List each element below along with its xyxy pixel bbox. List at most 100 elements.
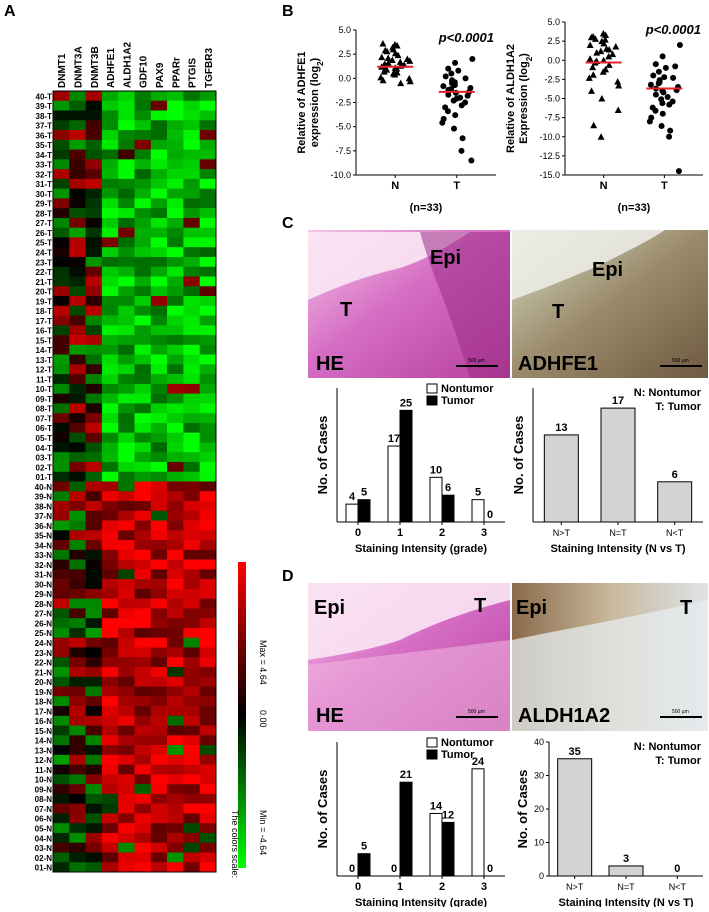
heatmap-cell: [183, 227, 200, 238]
heatmap-cell: [101, 169, 119, 180]
heatmap-cell: [69, 813, 86, 824]
heatmap-cell: [101, 657, 119, 668]
p-value: p<0.0001: [645, 22, 701, 37]
heatmap-cell: [53, 540, 70, 551]
heatmap-cell: [150, 188, 168, 199]
heatmap-cell: [101, 793, 119, 804]
heatmap-cell: [53, 286, 70, 297]
legend-label: Nontumor: [441, 737, 494, 749]
heatmap-row-label: 08-T: [36, 405, 53, 414]
heatmap-cell: [69, 657, 86, 668]
heatmap-cell: [134, 598, 152, 609]
heatmap-cell: [69, 364, 86, 375]
heatmap-cell: [134, 286, 152, 297]
point-n: [586, 41, 594, 48]
heatmap-cell: [53, 393, 70, 404]
bar-nontumor: [429, 476, 443, 523]
heatmap-cell: [85, 588, 103, 599]
heatmap-cell: [150, 208, 168, 219]
heatmap-cell: [69, 842, 86, 853]
point-n: [589, 33, 597, 40]
point-t: [650, 72, 657, 79]
heatmap-cell: [150, 540, 168, 551]
heatmap-cell: [183, 442, 200, 453]
heatmap-cell: [167, 266, 184, 277]
heatmap-cell: [183, 569, 200, 580]
heatmap-cell: [199, 823, 217, 834]
photo-c-he-epithelium: [420, 232, 510, 378]
point-t: [448, 85, 455, 92]
heatmap-cell: [134, 237, 152, 248]
heatmap-cell: [167, 247, 184, 258]
heatmap-row-label: 18-N: [35, 698, 53, 707]
heatmap-cell: [134, 618, 152, 629]
x-label: Staining Intensity (N vs T): [558, 897, 693, 907]
heatmap-cell: [118, 540, 135, 551]
y-tick-label: -5.0: [544, 94, 560, 104]
bar-tumor: [441, 494, 455, 523]
legend-swatch: [426, 749, 438, 760]
heatmap-column-label: ALDH1A2: [122, 41, 133, 88]
point-t: [462, 75, 469, 82]
heatmap-cell: [69, 403, 86, 414]
heatmap-cell: [101, 296, 119, 307]
heatmap-cell: [118, 286, 135, 297]
heatmap-row-label: 09-N: [35, 785, 53, 794]
heatmap-cell: [134, 735, 152, 746]
heatmap-cell: [134, 706, 152, 717]
heatmap-row-label: 04-N: [35, 834, 53, 843]
heatmap-cell: [134, 198, 152, 209]
point-t: [646, 118, 653, 125]
heatmap-cell: [150, 159, 168, 170]
heatmap-cell: [69, 696, 86, 707]
heatmap-cell: [85, 774, 103, 785]
heatmap-cell: [101, 735, 119, 746]
heatmap-cell: [85, 100, 103, 111]
y-tick-label: -10.0: [539, 132, 560, 142]
heatmap-cell: [150, 413, 168, 424]
heatmap-cell: [118, 852, 135, 863]
heatmap-cell: [199, 745, 217, 756]
heatmap-cell: [134, 842, 152, 853]
heatmap-cell: [183, 276, 200, 287]
heatmap-cell: [199, 335, 217, 346]
heatmap-cell: [167, 130, 184, 141]
point-t: [468, 157, 475, 164]
heatmap-cell: [134, 676, 152, 687]
bar-value-label: 24: [472, 756, 485, 768]
heatmap-row-label: 22-T: [36, 268, 53, 277]
heatmap-cell: [85, 452, 103, 463]
heatmap-cell: [150, 774, 168, 785]
heatmap-cell: [118, 813, 135, 824]
heatmap-cell: [118, 637, 135, 648]
heatmap-cell: [118, 335, 135, 346]
photo-c-ihc-background: [512, 230, 665, 300]
heatmap-row-label: 33-T: [36, 161, 53, 170]
heatmap-row-label: 30-N: [35, 580, 53, 589]
legend-label: Nontumor: [441, 383, 494, 395]
heatmap-cell: [167, 618, 184, 629]
heatmap-row-label: 22-N: [35, 659, 53, 668]
heatmap-row-label: 27-T: [36, 219, 53, 228]
heatmap-cell: [53, 315, 70, 326]
heatmap-cell: [118, 803, 135, 814]
heatmap-cell: [134, 91, 152, 102]
heatmap-cell: [167, 383, 184, 394]
y-label: No. of Cases: [315, 416, 330, 495]
heatmap-row-label: 14-N: [35, 737, 53, 746]
heatmap-cell: [53, 725, 70, 736]
point-t: [659, 53, 666, 60]
heatmap-cell: [199, 276, 217, 287]
heatmap-cell: [167, 374, 184, 385]
heatmap-cell: [183, 735, 200, 746]
heatmap-cell: [85, 208, 103, 219]
bar-value-label: 14: [430, 800, 443, 812]
heatmap-cell: [69, 130, 86, 141]
heatmap-cell: [167, 686, 184, 697]
heatmap-cell: [85, 793, 103, 804]
heatmap-cell: [101, 354, 119, 365]
heatmap-cell: [53, 569, 70, 580]
heatmap-cell: [101, 842, 119, 853]
